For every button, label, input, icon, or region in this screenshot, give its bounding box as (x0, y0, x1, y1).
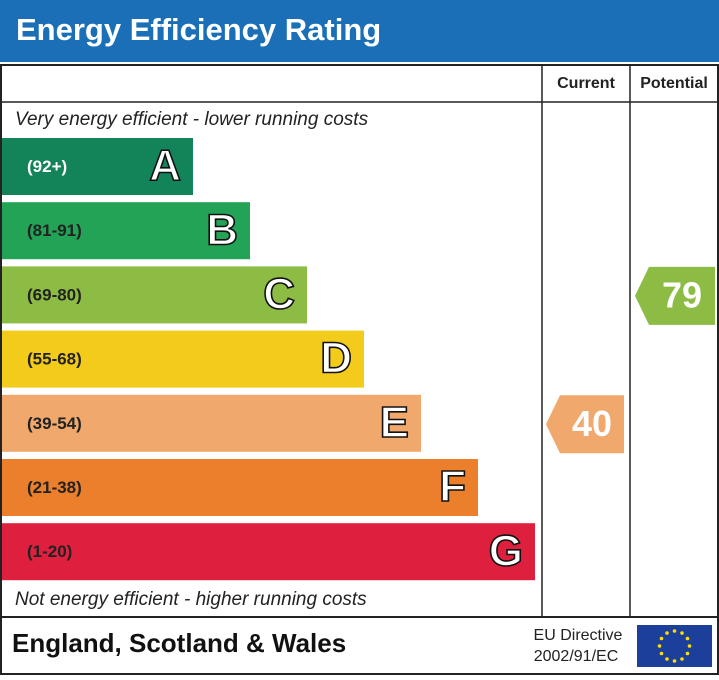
bottom-note: Not energy efficient - higher running co… (15, 589, 367, 610)
flag-star (672, 629, 677, 633)
flag-star (659, 636, 664, 641)
flag-star (657, 644, 662, 648)
band-bar (2, 459, 478, 516)
band-letter: C (263, 270, 295, 319)
header-current: Current (557, 75, 615, 92)
flag-star (680, 631, 684, 635)
band-range: (81-91) (27, 221, 82, 240)
flag-star (680, 657, 684, 661)
title-bar (0, 0, 719, 62)
band-bar (2, 202, 250, 260)
band-range: (69-80) (27, 285, 82, 304)
directive-line2: 2002/91/EC (534, 648, 619, 665)
flag-star (685, 636, 690, 641)
band-letter: B (206, 205, 238, 254)
rating-value: 40 (572, 403, 612, 444)
rating-value: 79 (662, 274, 702, 315)
flag-star (685, 651, 690, 656)
band-range: (92+) (27, 157, 67, 176)
header-potential: Potential (640, 75, 708, 92)
band-bar (2, 266, 307, 324)
band-letter: F (439, 462, 466, 511)
band-range: (55-68) (27, 350, 82, 369)
flag-star (687, 644, 692, 648)
top-note: Very energy efficient - lower running co… (15, 109, 369, 130)
band-range: (39-54) (27, 414, 82, 433)
title: Energy Efficiency Rating (16, 12, 381, 47)
band-letter: D (320, 334, 352, 383)
band-bar (2, 394, 421, 452)
flag-star (672, 659, 677, 663)
directive-line1: EU Directive (534, 627, 623, 644)
band-range: (21-38) (27, 478, 82, 497)
rating-arrow (546, 395, 624, 454)
band-letter: G (489, 526, 523, 575)
rating-arrow (635, 266, 715, 325)
frame (0, 64, 719, 675)
flag-star (665, 631, 669, 635)
eu-flag (637, 625, 712, 667)
region: England, Scotland & Wales (12, 628, 346, 658)
band-letter: E (380, 398, 409, 447)
flag-star (659, 651, 664, 656)
band-letter: A (149, 141, 181, 190)
band-bar (2, 330, 364, 388)
band-bar (2, 523, 535, 581)
flag-star (665, 657, 669, 661)
band-bar (2, 138, 193, 195)
band-range: (1-20) (27, 542, 72, 561)
